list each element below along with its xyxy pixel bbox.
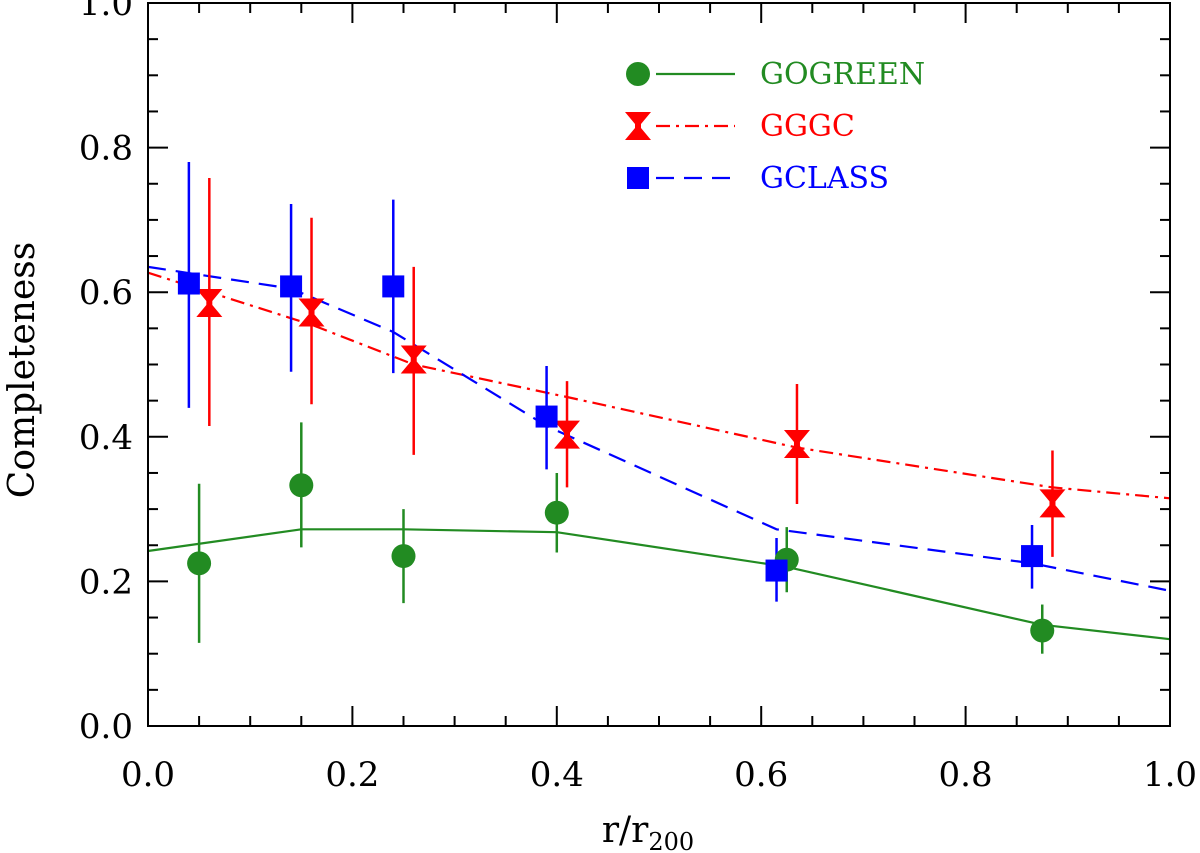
x-tick-label-1: 0.0 — [121, 755, 175, 795]
y-tick-label-1: 0.0 — [79, 707, 133, 747]
marker-gclass-6 — [1021, 545, 1044, 568]
y-tick-label-5: 0.8 — [79, 129, 133, 169]
marker-gogreen-3 — [391, 544, 416, 569]
x-tick-label-4: 0.6 — [734, 755, 788, 795]
x-axis-title: r/r200 — [602, 810, 694, 853]
y-tick-label-6: 1.0 — [79, 0, 133, 24]
y-tick-label-2: 0.2 — [79, 562, 133, 602]
marker-gggc-5 — [783, 430, 810, 459]
legend-marker-gggc — [625, 112, 651, 140]
marker-gggc-2 — [298, 298, 325, 327]
marker-gggc-6 — [1039, 489, 1066, 518]
marker-gclass-5 — [765, 559, 788, 582]
x-tick-label-3: 0.4 — [530, 755, 584, 795]
marker-gclass-4 — [535, 405, 558, 428]
legend-marker-gclass — [627, 167, 649, 189]
marker-gogreen-1 — [187, 551, 212, 576]
marker-gclass-1 — [177, 272, 200, 295]
marker-gogreen-6 — [1030, 618, 1055, 643]
marker-gggc-1 — [196, 289, 223, 318]
marker-gogreen-4 — [544, 500, 569, 525]
data-markers — [177, 272, 1066, 643]
y-axis-title: Completeness — [2, 242, 43, 498]
marker-gclass-2 — [280, 275, 303, 298]
fit-line-gggc — [147, 271, 1171, 500]
x-axis-title-subscript: 200 — [648, 828, 694, 853]
x-axis-title-main: r/r — [602, 810, 649, 851]
marker-gggc-4 — [554, 420, 581, 449]
legend-label-gggc: GGGC — [760, 109, 855, 144]
y-tick-label-3: 0.4 — [79, 418, 133, 458]
plot-frame — [147, 2, 1171, 727]
legend-marker-gogreen — [626, 62, 650, 86]
marker-gclass-3 — [382, 275, 405, 298]
x-tick-label-2: 0.2 — [325, 755, 379, 795]
y-tick-label-4: 0.6 — [79, 273, 133, 313]
x-tick-label-6: 1.0 — [1143, 755, 1197, 795]
axes: 0.0 0.2 0.4 0.6 0.8 1.0 0.0 0.2 0.4 0.6 0.8 1.0 — [79, 0, 1197, 795]
legend-label-gogreen: GOGREEN — [760, 57, 925, 92]
marker-gggc-3 — [400, 345, 427, 374]
error-bars — [187, 162, 1054, 654]
marker-gogreen-2 — [289, 473, 314, 498]
x-tick-label-5: 0.8 — [939, 755, 993, 795]
legend-label-gclass: GCLASS — [760, 161, 889, 196]
legend: GOGREEN GGGC GCLASS — [625, 57, 925, 196]
